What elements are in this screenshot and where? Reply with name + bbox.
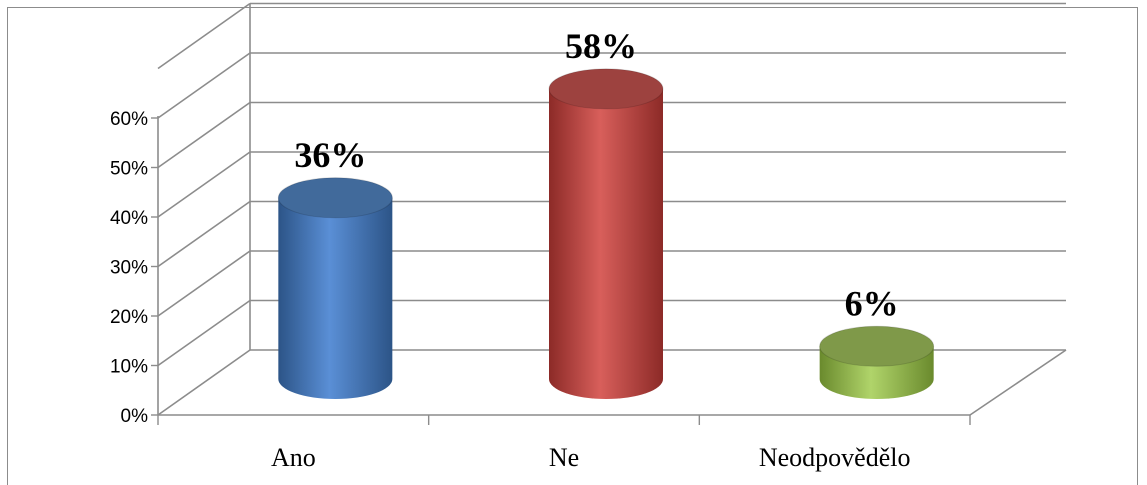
data-label: 58% — [565, 26, 637, 66]
bar-top — [277, 177, 393, 219]
bar-body — [278, 197, 393, 399]
bars — [277, 68, 935, 400]
chart-frame — [7, 7, 1138, 485]
side-gridline — [157, 299, 251, 367]
y-tick-label: 0% — [121, 406, 149, 427]
data-label: 36% — [294, 135, 366, 175]
floor-right-edge — [969, 349, 1067, 416]
side-gridline — [157, 200, 251, 268]
side-gridline — [157, 101, 251, 169]
x-category-label: Neodpovědělo — [759, 443, 911, 472]
y-tick-label: 40% — [110, 208, 148, 229]
side-gridline — [157, 151, 251, 218]
bar-neodpovědělo — [819, 325, 935, 399]
x-category-label: Ne — [549, 443, 579, 472]
side-gridline — [157, 349, 251, 416]
side-gridline — [157, 52, 251, 119]
y-tick-label: 30% — [110, 258, 148, 279]
y-tick-label: 60% — [110, 109, 148, 130]
axes: 0% 10% 20% 30% 40% 50% 60% — [110, 109, 971, 427]
x-category-label: Ano — [271, 443, 316, 472]
data-label: 6% — [845, 283, 899, 323]
y-tick-label: 10% — [110, 357, 148, 378]
bar-top — [819, 325, 935, 367]
labels: Ano Ne Neodpovědělo 36% 58% 6% — [271, 26, 911, 472]
y-tick-label: 50% — [110, 159, 148, 180]
y-tick-label: 20% — [110, 307, 148, 328]
side-gridline — [157, 2, 251, 70]
bar-top — [548, 68, 664, 110]
bar-body — [549, 88, 663, 400]
side-gridline — [157, 250, 251, 317]
bar-ne — [548, 68, 664, 400]
bar-ano — [277, 177, 393, 399]
